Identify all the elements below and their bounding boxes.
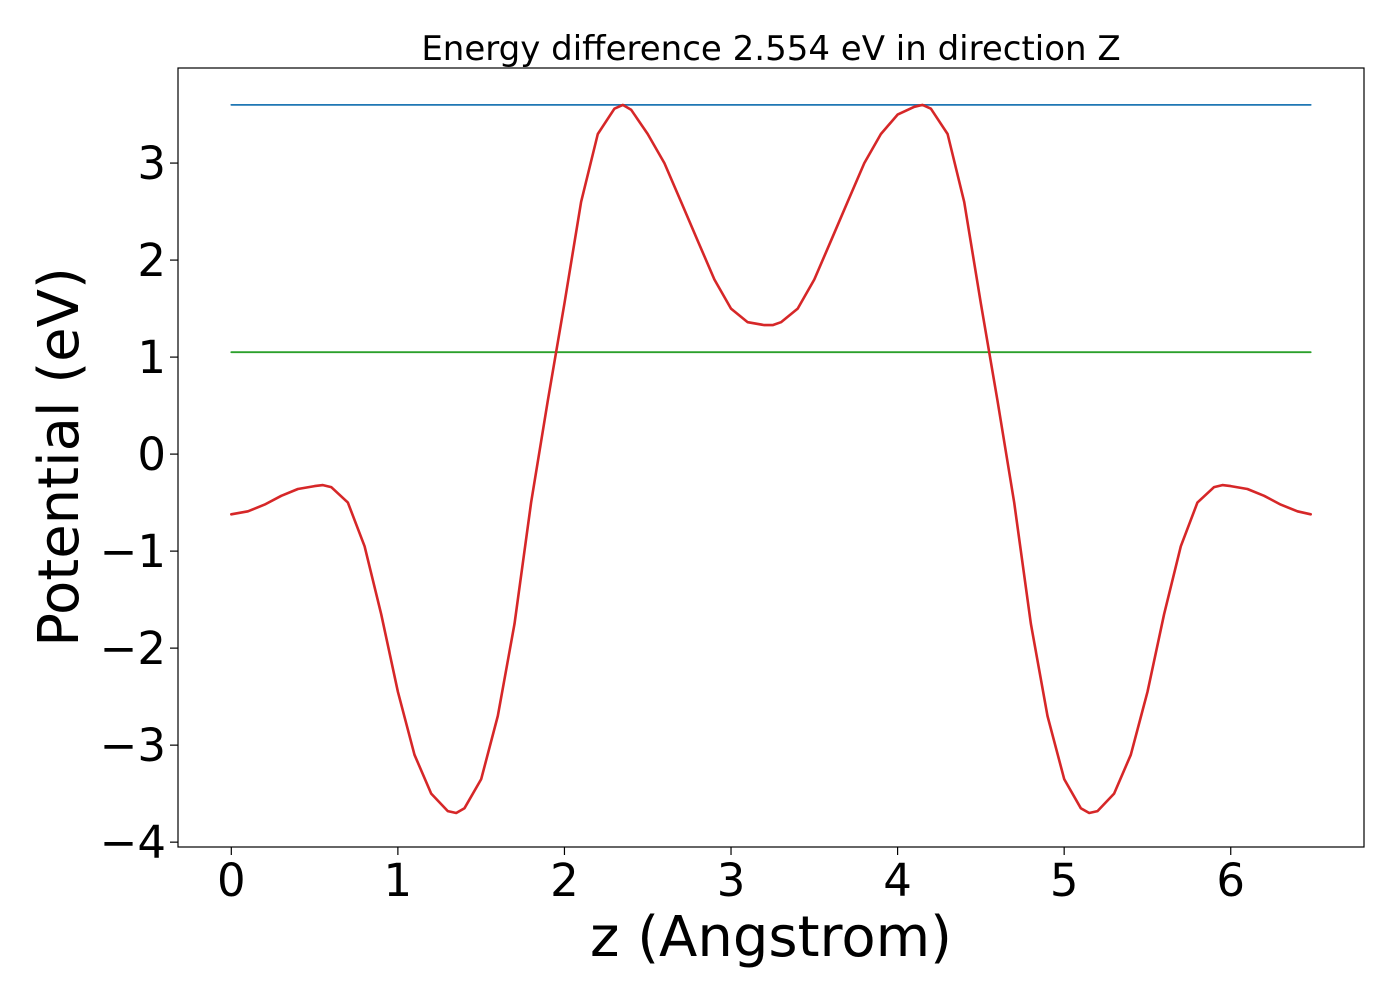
x-tick-label-3: 3: [717, 854, 746, 907]
x-tick-label-6: 6: [1216, 854, 1245, 907]
x-tick-label-1: 1: [384, 854, 413, 907]
series-line-0: [230, 103, 1312, 815]
y-tick-label-6: 2: [137, 234, 166, 287]
x-tick-label-4: 4: [883, 854, 912, 907]
y-tick-label-2: −2: [100, 622, 166, 675]
x-tick-label-0: 0: [217, 854, 246, 907]
axes-frame: [177, 67, 1365, 848]
y-axis-label: Potential (eV): [27, 267, 92, 647]
y-tick-label-1: −3: [100, 719, 166, 772]
y-axis-ticks: −4 −3 −2 −1 0 1 2 3: [100, 137, 178, 869]
x-tick-label-2: 2: [550, 854, 579, 907]
chart-title: Energy difference 2.554 eV in direction …: [421, 29, 1120, 69]
y-tick-label-4: 0: [137, 428, 166, 481]
x-axis-ticks: 0 1 2 3 4 5 6: [217, 847, 1245, 907]
y-tick-label-5: 1: [137, 331, 166, 384]
x-axis-label: z (Angstrom): [590, 905, 952, 970]
x-tick-label-5: 5: [1050, 854, 1079, 907]
plot-area: [230, 103, 1312, 815]
y-tick-label-0: −4: [100, 816, 166, 869]
y-tick-label-7: 3: [137, 137, 166, 190]
y-tick-label-3: −1: [100, 525, 166, 578]
